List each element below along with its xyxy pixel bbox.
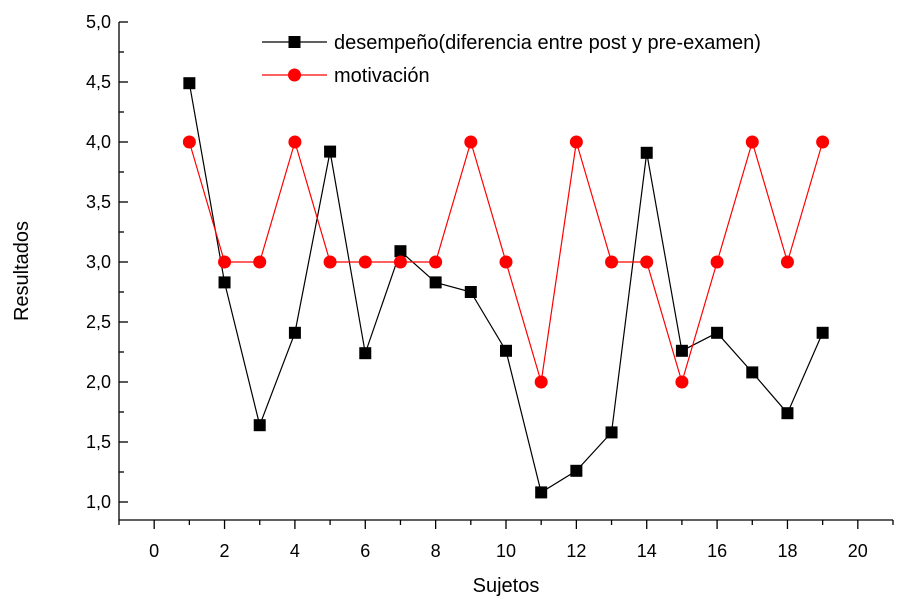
data-point-square — [675, 344, 688, 357]
data-point-circle — [780, 255, 794, 269]
x-tick-label: 0 — [149, 541, 159, 561]
data-point-circle — [429, 255, 443, 269]
data-point-circle — [218, 255, 232, 269]
x-tick-label: 8 — [431, 541, 441, 561]
data-point-square — [570, 464, 583, 477]
y-tick-label: 3,5 — [86, 192, 111, 212]
data-point-circle — [816, 135, 830, 149]
data-point-circle — [288, 135, 302, 149]
data-point-square — [429, 276, 442, 289]
y-tick-label: 5,0 — [86, 12, 111, 32]
data-point-circle — [675, 375, 689, 389]
x-tick-label: 2 — [220, 541, 230, 561]
data-point-circle — [569, 135, 583, 149]
data-point-square — [535, 486, 548, 499]
y-axis-title: Resultados — [11, 221, 33, 321]
series-group — [182, 77, 830, 499]
legend-marker-circle — [288, 68, 301, 82]
legend-label: motivación — [334, 65, 430, 87]
y-tick-label: 2,0 — [86, 372, 111, 392]
data-point-circle — [464, 135, 478, 149]
data-point-circle — [745, 135, 759, 149]
x-tick-label: 14 — [637, 541, 657, 561]
x-tick-label: 6 — [360, 541, 370, 561]
data-point-square — [605, 426, 618, 439]
data-point-circle — [182, 135, 196, 149]
x-axis-title: Sujetos — [473, 575, 540, 597]
series-line — [188, 83, 824, 494]
data-point-square — [394, 245, 407, 258]
x-tick-label: 18 — [777, 541, 797, 561]
data-point-circle — [499, 255, 513, 269]
data-point-square — [500, 344, 512, 357]
data-point-square — [781, 407, 794, 420]
data-point-square — [324, 145, 337, 158]
y-tick-label: 4,0 — [86, 132, 111, 152]
y-tick-label: 1,5 — [86, 432, 111, 452]
data-point-square — [711, 326, 724, 339]
data-point-square — [640, 146, 653, 159]
data-point-square — [253, 419, 266, 432]
y-tick-label: 1,0 — [86, 492, 111, 512]
data-point-square — [746, 366, 759, 379]
data-point-square — [359, 347, 372, 360]
data-point-square — [288, 326, 301, 339]
y-tick-label: 4,5 — [86, 72, 111, 92]
legend: desempeño(diferencia entre post y pre-ex… — [262, 32, 761, 87]
x-tick-label: 20 — [848, 541, 868, 561]
data-point-square — [816, 326, 829, 339]
data-point-circle — [710, 255, 724, 269]
data-point-circle — [605, 255, 619, 269]
data-point-circle — [393, 255, 407, 269]
data-point-circle — [323, 255, 337, 269]
data-point-circle — [253, 255, 267, 269]
legend-label: desempeño(diferencia entre post y pre-ex… — [334, 32, 761, 54]
data-point-circle — [534, 375, 548, 389]
x-tick-label: 10 — [496, 541, 516, 561]
y-tick-label: 2,5 — [86, 312, 111, 332]
axes: 1,0 1,5 2,0 2,5 3,0 3,5 4,0 4,5 5,0 0 2 4 6 8 10 12 14 16… — [86, 12, 894, 561]
legend-marker-square — [288, 36, 301, 48]
y-tick-label: 3,0 — [86, 252, 111, 272]
data-point-square — [464, 286, 477, 298]
data-point-circle — [358, 255, 372, 269]
x-tick-label: 12 — [566, 541, 586, 561]
x-tick-label: 16 — [707, 541, 727, 561]
x-tick-label: 4 — [290, 541, 300, 561]
data-point-square — [183, 77, 196, 90]
data-point-circle — [640, 255, 654, 269]
data-point-square — [218, 276, 231, 289]
